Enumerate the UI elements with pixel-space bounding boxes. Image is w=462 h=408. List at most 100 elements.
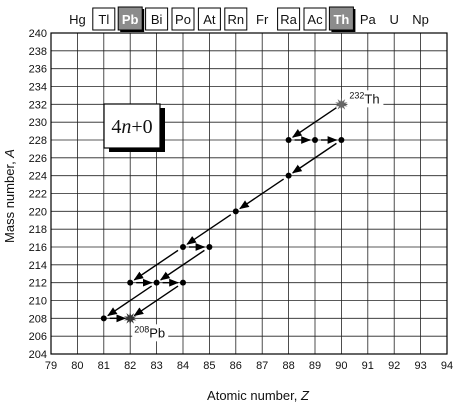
x-tick-label: 84 [177,360,189,372]
nuclide-point [100,315,107,322]
y-tick-label: 212 [29,278,47,290]
nuclide-point [338,137,345,143]
nuclide-point [180,279,186,286]
element-symbol: Tl [98,12,109,27]
x-tick-label: 86 [230,360,242,372]
y-axis-label: Mass number, A [2,149,17,243]
nuclide-point [285,137,292,143]
element-symbol: Fr [256,12,269,27]
element-header: Hg Tl Pb Bi Po At Rn Fr Ra Ac Th Pa U Np [69,6,429,32]
x-tick-label: 82 [124,360,136,372]
element-fr: Fr [256,12,269,27]
y-tick-label: 234 [29,82,47,94]
element-th: Th [328,6,356,32]
x-tick-label: 85 [203,360,215,372]
y-tick-label: 204 [29,349,47,361]
alpha-decay-arrow [239,178,285,210]
y-tick-label: 210 [29,296,47,308]
x-tick-label: 83 [150,360,162,372]
y-tick-label: 208 [29,313,47,325]
nuclide-start-marker [335,97,348,111]
alpha-decay-arrow [107,285,153,317]
element-np: Np [412,12,429,27]
element-symbol: Po [175,12,191,27]
y-tick-label: 238 [29,46,47,58]
x-tick-label: 94 [441,360,453,372]
element-bi: Bi [145,7,169,31]
nuclide-point [153,279,160,286]
alpha-decay-arrow [291,107,337,138]
element-at: At [197,7,221,31]
element-symbol: Hg [69,12,86,27]
element-symbol: Bi [151,12,163,27]
annotations: 232Th 208Pb [132,90,384,342]
alpha-decay-arrow [133,249,179,281]
element-po: Po [171,7,195,31]
element-pa: Pa [360,12,377,27]
y-tick-label: 228 [29,135,47,147]
y-tick-label: 232 [29,99,47,111]
element-symbol: Rn [227,12,244,27]
series-title-box: 4n+0 [103,103,165,152]
isotope-label: 208Pb [134,324,165,340]
y-tick-label: 236 [29,64,47,76]
nuclide-points [100,97,348,325]
element-tl: Tl [92,7,116,31]
isotope-label: 232Th [349,90,379,106]
y-tick-label: 220 [29,206,47,218]
element-symbol: U [390,12,399,27]
alpha-decay-arrow [159,249,205,281]
x-tick-label: 79 [45,360,57,372]
element-symbol: Ra [280,12,297,27]
series-title: 4n+0 [111,116,152,138]
alpha-decay-arrow [291,142,337,174]
annotation-bg [132,324,169,342]
x-tick-label: 88 [282,360,294,372]
element-ac: Ac [303,7,327,31]
nuclide-point [206,244,213,250]
element-symbol: At [203,12,216,27]
element-symbol: Ac [307,12,323,27]
element-symbol: Np [412,12,429,27]
annotation-bg [347,90,384,108]
x-axis-label: Atomic number, Z [207,388,310,403]
y-tick-label: 226 [29,153,47,165]
y-tick-label: 230 [29,117,47,129]
y-tick-label: 224 [29,171,47,183]
element-symbol: Th [333,12,349,27]
x-tick-label: 89 [309,360,321,372]
ticks: 79 80 81 82 83 84 85 86 87 88 89 90 91 92 93 94 204 206 20… [29,28,453,372]
plot-frame [50,32,448,355]
x-tick-label: 87 [256,360,268,372]
element-symbol: Pb [122,12,139,27]
nuclide-end-marker [124,311,137,325]
element-hg: Hg [69,12,86,27]
alpha-decay-arrow [133,285,179,317]
element-symbol: Pa [360,12,377,27]
alpha-decay-arrow [186,214,232,245]
nuclide-point [312,137,318,143]
y-tick-label: 222 [29,189,47,201]
x-tick-label: 90 [335,360,347,372]
y-tick-label: 216 [29,242,47,254]
decay-arrows [107,107,338,323]
x-tick-label: 81 [98,360,110,372]
x-tick-label: 92 [388,360,400,372]
x-tick-label: 93 [414,360,426,372]
element-rn: Rn [224,7,248,31]
x-tick-label: 80 [71,360,83,372]
grid [50,32,448,355]
nuclide-point [127,279,134,286]
element-ra: Ra [277,7,301,31]
nuclide-point [232,208,239,215]
element-u: U [390,12,399,27]
y-tick-label: 214 [29,260,47,272]
x-tick-label: 91 [362,360,374,372]
y-tick-label: 240 [29,28,47,40]
y-tick-label: 206 [29,331,47,343]
nuclide-point [180,244,186,250]
nuclide-point [285,172,292,179]
y-tick-label: 218 [29,224,47,236]
element-pb: Pb [117,6,145,32]
